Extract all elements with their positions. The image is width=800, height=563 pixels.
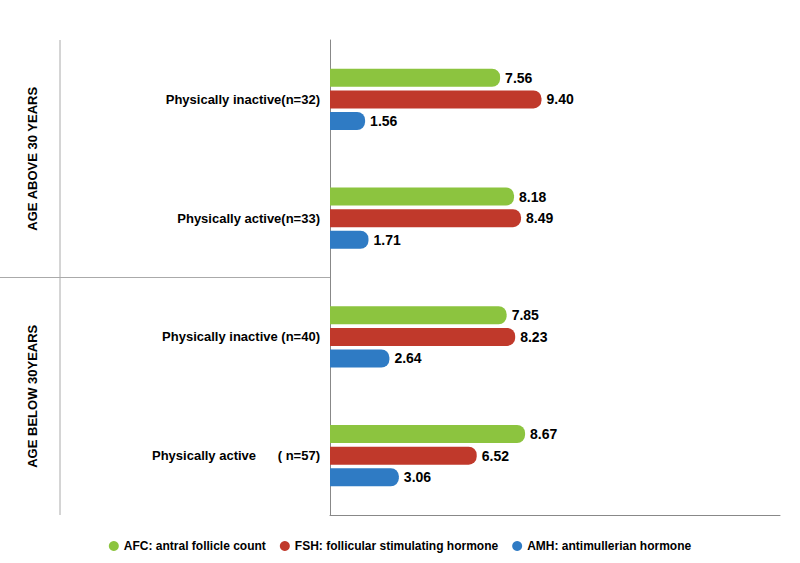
svg-text:8.67: 8.67	[530, 426, 557, 442]
svg-text:2.64: 2.64	[394, 350, 421, 366]
svg-text:9.40: 9.40	[547, 91, 574, 107]
svg-text:6.52: 6.52	[482, 448, 509, 464]
svg-text:FSH: follicular stimulating ho: FSH: follicular stimulating hormone	[295, 539, 499, 553]
svg-text:Physically active ( n=57): Physically active ( n=57)	[152, 448, 320, 463]
svg-text:8.23: 8.23	[520, 329, 547, 345]
svg-text:1.56: 1.56	[370, 113, 397, 129]
svg-text:AFC: antral follicle count: AFC: antral follicle count	[124, 539, 266, 553]
svg-text:8.18: 8.18	[519, 189, 546, 205]
svg-text:AGE BELOW 30YEARS: AGE BELOW 30YEARS	[25, 324, 40, 467]
svg-text:3.06: 3.06	[404, 469, 431, 485]
svg-text:AMH: antimullerian hormone: AMH: antimullerian hormone	[527, 539, 691, 553]
svg-text:Physically inactive (n=40): Physically inactive (n=40)	[162, 329, 320, 344]
svg-text:AGE ABOVE 30 YEARS: AGE ABOVE 30 YEARS	[25, 87, 40, 231]
svg-text:Physically active(n=33): Physically active(n=33)	[177, 211, 320, 226]
svg-text:8.49: 8.49	[526, 210, 553, 226]
svg-text:7.56: 7.56	[505, 70, 532, 86]
svg-text:7.85: 7.85	[512, 307, 539, 323]
svg-text:Physically inactive(n=32): Physically inactive(n=32)	[166, 92, 320, 107]
svg-text:1.71: 1.71	[373, 232, 400, 248]
